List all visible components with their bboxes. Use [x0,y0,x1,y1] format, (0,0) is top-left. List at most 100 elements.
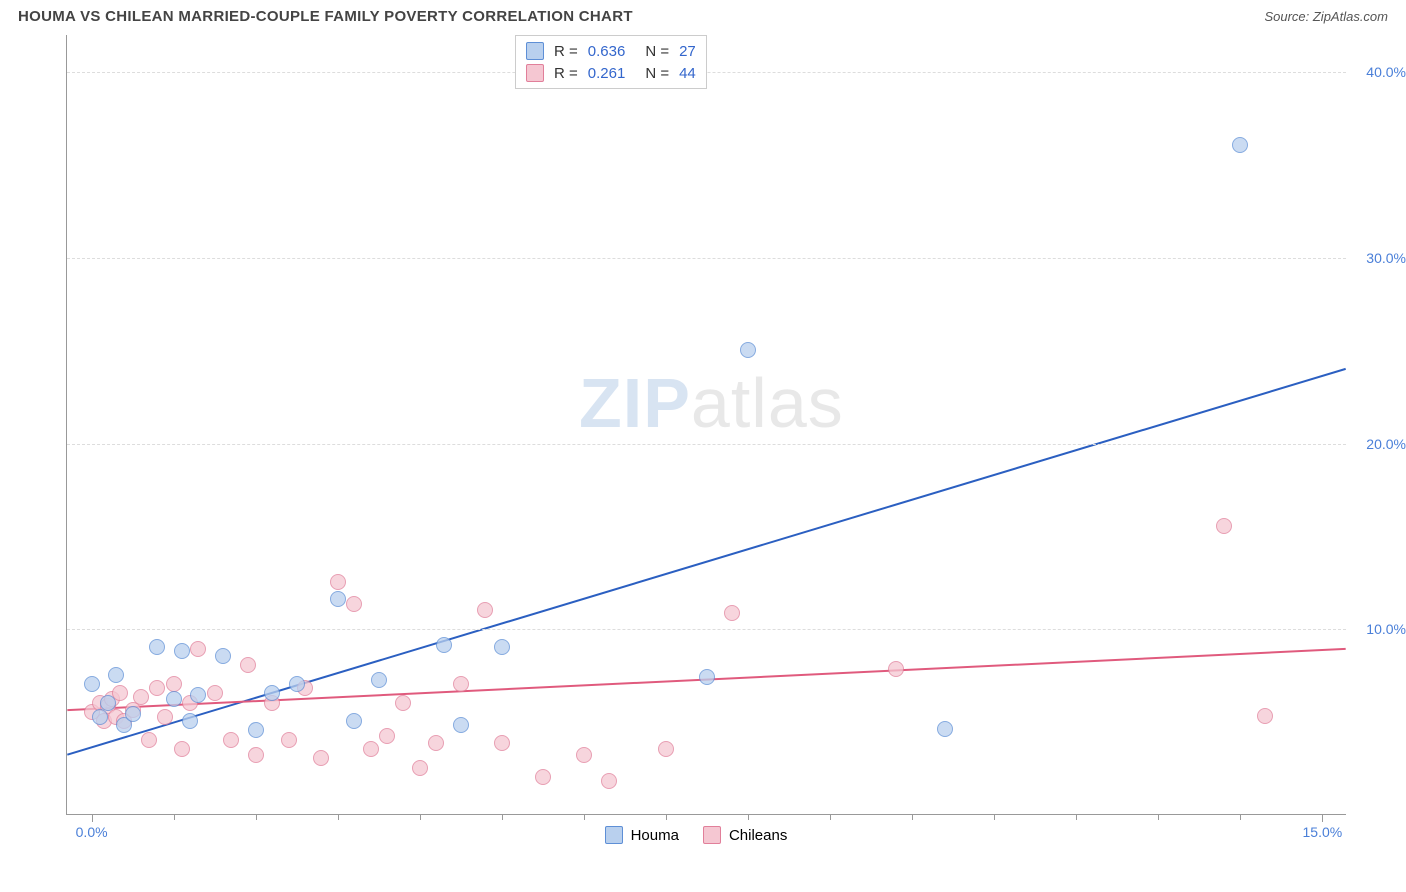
legend: Houma Chileans [605,826,788,844]
correlation-stats-box: R = 0.636 N = 27 R = 0.261 N = 44 [515,35,707,89]
data-point [240,657,256,673]
trend-lines [67,35,1346,814]
x-major-tick [1322,814,1323,822]
data-point [190,641,206,657]
data-point [100,695,116,711]
data-point [289,676,305,692]
data-point [494,639,510,655]
x-minor-tick [256,814,257,820]
data-point [477,602,493,618]
data-point [166,691,182,707]
data-point [84,676,100,692]
legend-item: Chileans [703,826,787,844]
legend-swatch [703,826,721,844]
data-point [281,732,297,748]
x-minor-tick [584,814,585,820]
source-prefix: Source: [1264,9,1312,24]
data-point [157,709,173,725]
data-point [330,591,346,607]
data-point [436,637,452,653]
x-minor-tick [502,814,503,820]
x-tick-label: 0.0% [76,824,108,840]
source-name: ZipAtlas.com [1313,9,1388,24]
data-point [428,735,444,751]
data-point [724,605,740,621]
data-point [699,669,715,685]
data-point [658,741,674,757]
x-minor-tick [174,814,175,820]
source-attribution: Source: ZipAtlas.com [1264,9,1388,24]
x-minor-tick [420,814,421,820]
data-point [412,760,428,776]
data-point [371,672,387,688]
data-point [330,574,346,590]
data-point [125,706,141,722]
x-minor-tick [338,814,339,820]
stats-n-label: N = [645,43,669,60]
x-minor-tick [1158,814,1159,820]
chart-header: HOUMA VS CHILEAN MARRIED-COUPLE FAMILY P… [0,0,1406,29]
y-tick-label: 20.0% [1351,436,1406,452]
data-point [740,342,756,358]
data-point [149,680,165,696]
stats-r-value: 0.636 [588,43,626,60]
data-point [1232,137,1248,153]
data-point [92,709,108,725]
grid-line [67,258,1346,259]
data-point [182,713,198,729]
data-point [346,596,362,612]
data-point [264,685,280,701]
legend-item: Houma [605,826,679,844]
trend-line [67,369,1345,755]
data-point [108,667,124,683]
stats-r-label: R = [554,65,578,82]
stats-n-value: 44 [679,65,696,82]
data-point [174,643,190,659]
data-point [535,769,551,785]
data-point [395,695,411,711]
data-point [141,732,157,748]
x-tick-label: 15.0% [1303,824,1343,840]
legend-label: Houma [631,827,679,844]
y-tick-label: 40.0% [1351,64,1406,80]
data-point [248,722,264,738]
x-minor-tick [1076,814,1077,820]
x-minor-tick [666,814,667,820]
chart-title: HOUMA VS CHILEAN MARRIED-COUPLE FAMILY P… [18,8,633,25]
data-point [215,648,231,664]
data-point [453,676,469,692]
x-minor-tick [748,814,749,820]
grid-line [67,444,1346,445]
data-point [1216,518,1232,534]
y-tick-label: 30.0% [1351,250,1406,266]
x-minor-tick [994,814,995,820]
data-point [379,728,395,744]
data-point [248,747,264,763]
data-point [207,685,223,701]
stats-row: R = 0.636 N = 27 [526,40,696,62]
stats-r-value: 0.261 [588,65,626,82]
data-point [174,741,190,757]
data-point [494,735,510,751]
data-point [166,676,182,692]
data-point [313,750,329,766]
series-swatch [526,42,544,60]
data-point [888,661,904,677]
data-point [190,687,206,703]
stats-n-label: N = [645,65,669,82]
grid-line [67,629,1346,630]
stats-r-label: R = [554,43,578,60]
data-point [576,747,592,763]
data-point [346,713,362,729]
data-point [363,741,379,757]
stats-n-value: 27 [679,43,696,60]
legend-swatch [605,826,623,844]
series-swatch [526,64,544,82]
data-point [453,717,469,733]
plot-area: ZIPatlas 10.0%20.0%30.0%40.0%0.0%15.0%R … [66,35,1346,815]
x-minor-tick [830,814,831,820]
x-minor-tick [1240,814,1241,820]
legend-label: Chileans [729,827,787,844]
data-point [601,773,617,789]
x-minor-tick [912,814,913,820]
